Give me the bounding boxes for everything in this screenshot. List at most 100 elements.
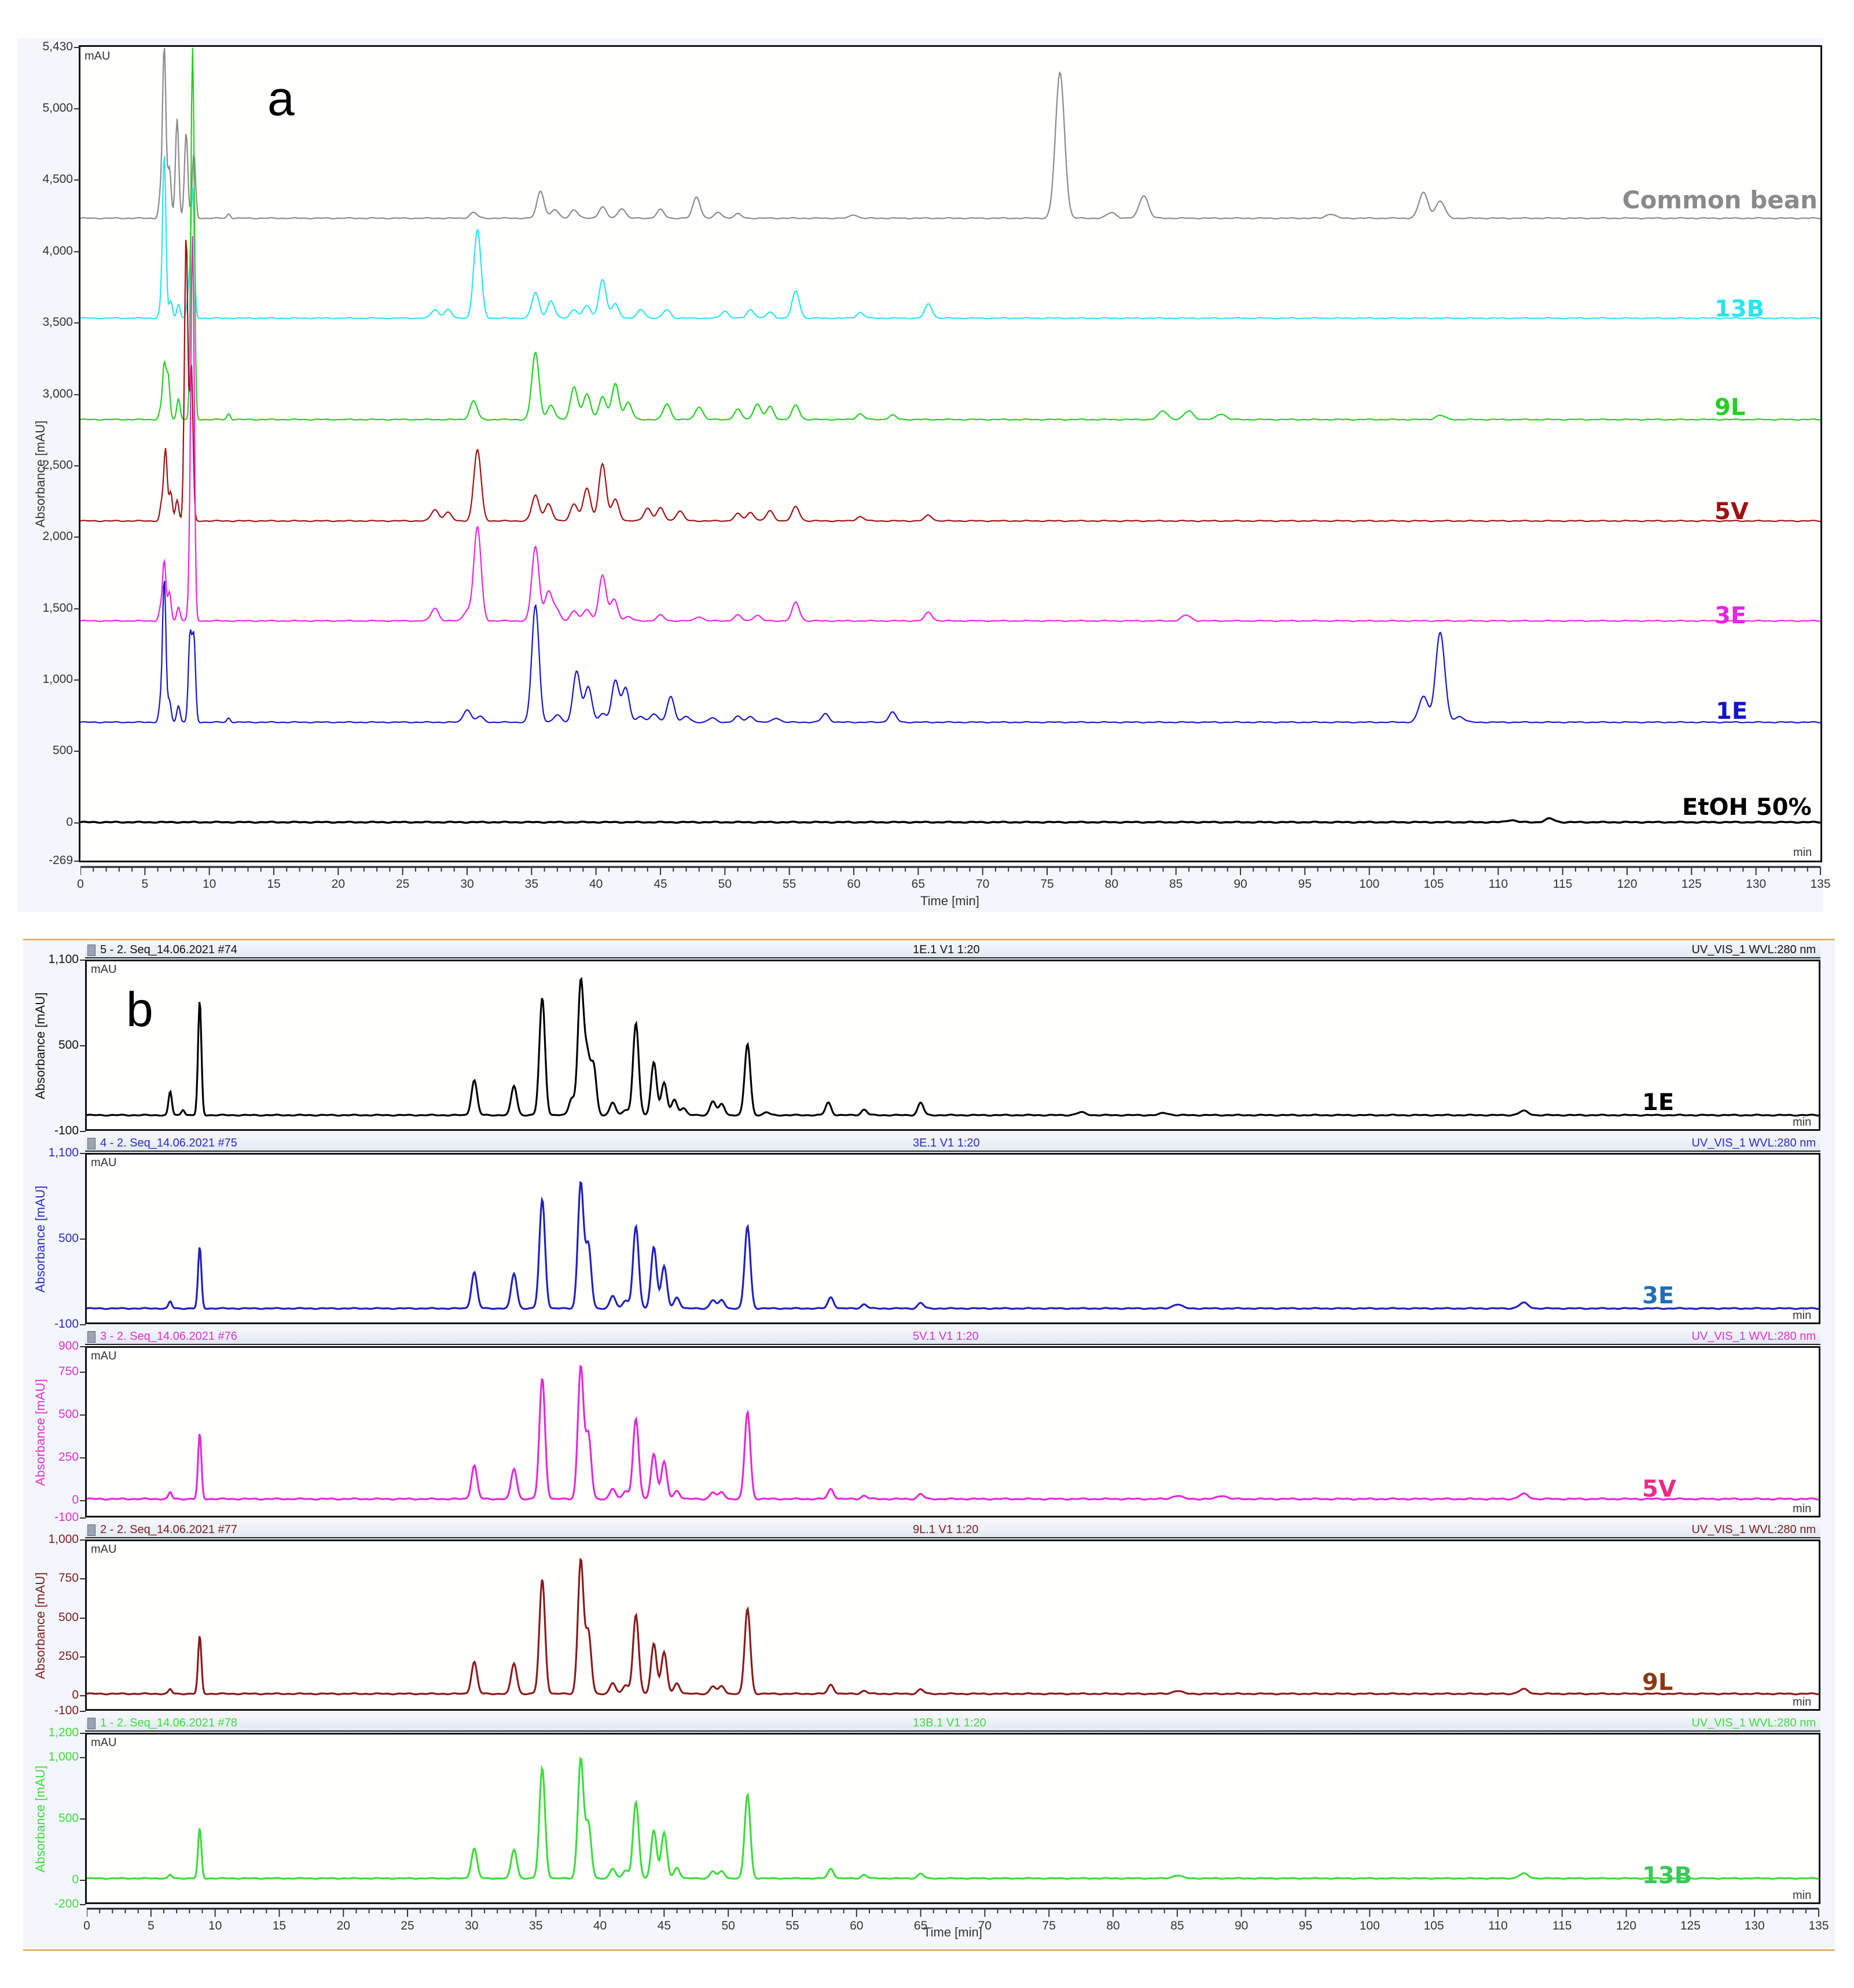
x-tick-label: 60 bbox=[850, 1919, 864, 1932]
y-tick-mark bbox=[80, 1711, 86, 1712]
subpanel-plot-3e bbox=[85, 1153, 1820, 1324]
trace-5v bbox=[80, 240, 1820, 523]
y-tick-mark bbox=[80, 1904, 86, 1905]
y-tick-mark bbox=[74, 394, 80, 395]
x-tick-label: 125 bbox=[1680, 1919, 1701, 1932]
y-tick-label: 1,500 bbox=[42, 601, 73, 615]
y-tick-label: 500 bbox=[58, 1038, 79, 1052]
chromatogram-icon[interactable] bbox=[87, 945, 96, 956]
x-tick-label: 80 bbox=[1104, 877, 1119, 891]
unit-label: mAU bbox=[91, 963, 117, 976]
subpanel-header: 5 - 2. Seq_14.06.2021 #74 1E.1 V1 1:20 UV_… bbox=[85, 941, 1820, 958]
panel-a-min-label: min bbox=[1793, 846, 1812, 859]
x-tick-label: 90 bbox=[1234, 1919, 1249, 1932]
y-tick-mark bbox=[80, 1617, 86, 1619]
x-tick-label: 60 bbox=[847, 877, 861, 891]
y-tick-label: 500 bbox=[52, 744, 73, 758]
subpanel-header: 3 - 2. Seq_14.06.2021 #76 5V.1 V1 1:20 UV_… bbox=[85, 1328, 1820, 1345]
chromatogram-svg bbox=[87, 976, 1819, 1117]
y-tick-mark bbox=[80, 1656, 86, 1658]
y-tick-label: 500 bbox=[58, 1811, 79, 1825]
y-tick-mark bbox=[80, 1757, 86, 1759]
panel-a-x-axis-label: Time [min] bbox=[920, 894, 979, 908]
y-tick-mark bbox=[74, 108, 80, 110]
y-tick-label: 750 bbox=[58, 1365, 79, 1379]
y-tick-mark bbox=[80, 1578, 86, 1580]
chromatogram-icon[interactable] bbox=[87, 1331, 96, 1343]
chromatogram-icon[interactable] bbox=[87, 1718, 96, 1729]
y-tick-mark bbox=[80, 1539, 86, 1541]
chromatogram-svg bbox=[87, 1757, 1819, 1880]
trace-label-1e: 1E bbox=[1642, 1089, 1675, 1116]
min-label: min bbox=[1793, 1309, 1812, 1322]
subpanel-plot-5v bbox=[85, 1346, 1820, 1517]
x-tick-label: 90 bbox=[1233, 877, 1247, 891]
trace-common-bean bbox=[80, 48, 1820, 220]
x-tick-label: 70 bbox=[978, 1919, 992, 1932]
x-tick-label: 80 bbox=[1106, 1919, 1120, 1932]
trace-13b bbox=[80, 156, 1820, 319]
y-tick-mark bbox=[74, 679, 80, 681]
x-tick-label: 30 bbox=[460, 877, 474, 891]
header-center: 9L.1 V1 1:20 bbox=[913, 1523, 979, 1536]
y-tick-label: -100 bbox=[54, 1124, 79, 1137]
trace-13b bbox=[87, 1757, 1819, 1880]
x-tick-label: 15 bbox=[267, 877, 281, 891]
y-tick-mark bbox=[80, 1239, 86, 1240]
x-tick-label: 45 bbox=[654, 877, 667, 891]
y-tick-label: 1,000 bbox=[48, 1750, 79, 1764]
y-tick-mark bbox=[80, 1324, 86, 1325]
chromatogram-svg bbox=[87, 1557, 1819, 1696]
chromatogram-icon[interactable] bbox=[87, 1138, 96, 1149]
x-tick-label: 85 bbox=[1169, 877, 1183, 891]
y-tick-mark bbox=[80, 1500, 86, 1502]
chromatogram-svg bbox=[80, 47, 1820, 824]
y-tick-mark bbox=[74, 751, 80, 752]
header-left: 1 - 2. Seq_14.06.2021 #78 bbox=[100, 1717, 237, 1729]
y-tick-label: 1,100 bbox=[48, 953, 79, 966]
y-axis-label: Absorbance [mAU] bbox=[33, 1572, 47, 1680]
x-tick-label: 110 bbox=[1488, 1919, 1508, 1932]
y-tick-mark bbox=[74, 47, 80, 48]
y-tick-mark bbox=[74, 822, 80, 824]
subpanel-header: 2 - 2. Seq_14.06.2021 #77 9L.1 V1 1:20 UV_… bbox=[85, 1521, 1820, 1538]
x-tick-label: 65 bbox=[913, 1919, 928, 1932]
header-right: UV_VIS_1 WVL:280 nm bbox=[1691, 1330, 1816, 1343]
x-tick-label: 130 bbox=[1744, 1919, 1765, 1932]
y-axis-label: Absorbance [mAU] bbox=[33, 1379, 47, 1486]
header-left: 3 - 2. Seq_14.06.2021 #76 bbox=[100, 1330, 237, 1343]
panel-a-plot-area bbox=[79, 45, 1822, 862]
subpanel-plot-13b bbox=[85, 1733, 1820, 1904]
x-tick-label: 30 bbox=[465, 1919, 479, 1932]
y-axis-label: Absorbance [mAU] bbox=[33, 1185, 47, 1293]
x-tick-label: 110 bbox=[1488, 877, 1508, 891]
x-tick-label: 125 bbox=[1681, 877, 1702, 891]
y-tick-label: 2,500 bbox=[42, 458, 73, 472]
header-right: UV_VIS_1 WVL:280 nm bbox=[1691, 1717, 1816, 1729]
y-tick-label: 0 bbox=[72, 1872, 79, 1886]
y-tick-label: 0 bbox=[72, 1688, 79, 1702]
x-axis-ticks bbox=[80, 866, 1821, 875]
y-tick-label: 1,200 bbox=[48, 1726, 79, 1739]
x-tick-label: 40 bbox=[593, 1919, 607, 1932]
y-tick-mark bbox=[74, 861, 80, 862]
panel-a-letter: a bbox=[267, 71, 295, 126]
x-tick-label: 65 bbox=[911, 877, 926, 891]
y-tick-label: 0 bbox=[72, 1493, 79, 1507]
y-tick-mark bbox=[74, 251, 80, 252]
x-tick-label: 10 bbox=[202, 877, 216, 891]
x-tick-label: 120 bbox=[1617, 877, 1638, 891]
panel-b-bottom-rule bbox=[23, 1949, 1835, 1951]
trace-9l bbox=[87, 1557, 1819, 1696]
x-tick-label: 85 bbox=[1170, 1919, 1184, 1932]
y-tick-mark bbox=[74, 322, 80, 324]
chromatogram-svg bbox=[87, 1181, 1819, 1310]
x-tick-label: 25 bbox=[395, 877, 410, 891]
y-tick-label: -100 bbox=[54, 1511, 79, 1524]
header-right: UV_VIS_1 WVL:280 nm bbox=[1691, 1137, 1816, 1149]
y-tick-mark bbox=[80, 1879, 86, 1881]
trace-label-1e: 1E bbox=[1716, 698, 1748, 725]
y-tick-label: -100 bbox=[54, 1704, 79, 1717]
chromatogram-icon[interactable] bbox=[87, 1524, 96, 1536]
y-tick-mark bbox=[80, 1695, 86, 1697]
